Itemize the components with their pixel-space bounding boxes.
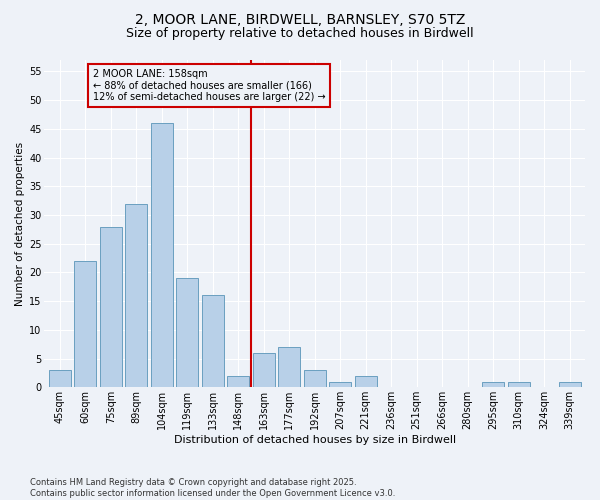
Bar (482, 382, 504, 388)
Y-axis label: Number of detached properties: Number of detached properties (15, 142, 25, 306)
Text: 2 MOOR LANE: 158sqm
← 88% of detached houses are smaller (166)
12% of semi-detac: 2 MOOR LANE: 158sqm ← 88% of detached ho… (93, 68, 326, 102)
Bar (49, 370, 71, 388)
X-axis label: Distribution of detached houses by size in Birdwell: Distribution of detached houses by size … (173, 435, 456, 445)
Bar (202, 296, 224, 388)
Text: 2, MOOR LANE, BIRDWELL, BARNSLEY, S70 5TZ: 2, MOOR LANE, BIRDWELL, BARNSLEY, S70 5T… (135, 12, 465, 26)
Bar (176, 278, 198, 388)
Bar (508, 382, 530, 388)
Bar (304, 370, 326, 388)
Bar (227, 376, 249, 388)
Bar (355, 376, 377, 388)
Bar (253, 353, 275, 388)
Bar (329, 382, 351, 388)
Text: Contains HM Land Registry data © Crown copyright and database right 2025.
Contai: Contains HM Land Registry data © Crown c… (30, 478, 395, 498)
Bar (100, 226, 122, 388)
Bar (278, 347, 300, 388)
Bar (125, 204, 147, 388)
Bar (151, 123, 173, 388)
Bar (74, 261, 96, 388)
Bar (559, 382, 581, 388)
Text: Size of property relative to detached houses in Birdwell: Size of property relative to detached ho… (126, 28, 474, 40)
